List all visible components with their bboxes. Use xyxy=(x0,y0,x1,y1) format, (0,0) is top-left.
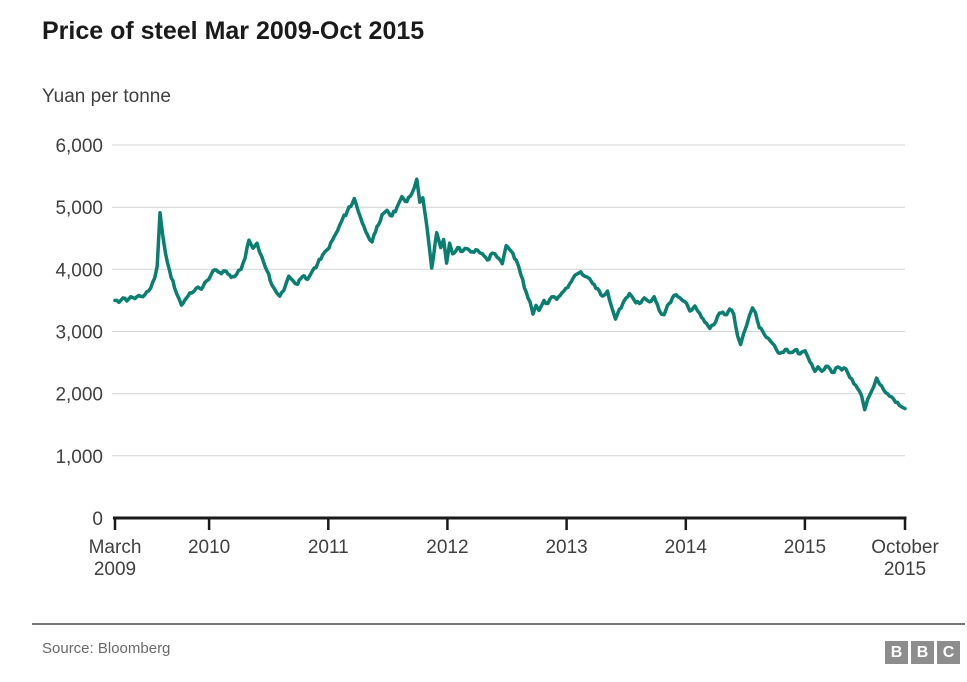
chart-title: Price of steel Mar 2009-Oct 2015 xyxy=(42,17,425,45)
x-tick-label: 2010 xyxy=(188,537,230,558)
bbc-logo-block: C xyxy=(937,641,960,664)
y-tick-label: 3,000 xyxy=(55,323,103,344)
y-tick-label: 0 xyxy=(92,509,103,530)
source-label: Source: Bloomberg xyxy=(42,640,171,657)
y-tick-label: 1,000 xyxy=(55,447,103,468)
x-tick-label: 2011 xyxy=(308,537,349,558)
y-tick-label: 2,000 xyxy=(55,385,103,406)
price-series-line xyxy=(113,177,907,412)
price-line-chart: 0 1,000 2,000 3,000 4,000 5,000 6,000 March 2009… xyxy=(55,136,939,580)
chart-subtitle: Yuan per tonne xyxy=(42,86,171,107)
x-axis xyxy=(113,516,907,530)
y-tick-label: 6,000 xyxy=(55,136,103,157)
x-tick-label: March 2009 xyxy=(89,537,142,580)
x-tick-label: 2013 xyxy=(545,537,587,558)
gridline-layer xyxy=(112,144,905,457)
footer-divider xyxy=(32,623,965,625)
bbc-logo: B B C xyxy=(885,641,960,664)
bbc-logo-block: B xyxy=(885,641,908,664)
x-tick-label: October 2015 xyxy=(871,537,939,580)
x-tick-label: 2014 xyxy=(665,537,708,558)
y-tick-label: 5,000 xyxy=(55,198,103,219)
axis-labels: 0 1,000 2,000 3,000 4,000 5,000 6,000 March 2009… xyxy=(55,136,939,580)
x-tick-label: 2012 xyxy=(426,537,468,558)
y-tick-label: 4,000 xyxy=(55,260,103,281)
bbc-logo-block: B xyxy=(911,641,934,664)
x-tick-label: 2015 xyxy=(784,537,826,558)
